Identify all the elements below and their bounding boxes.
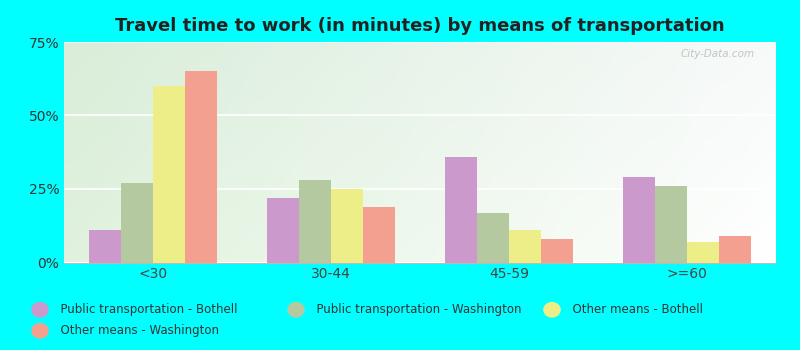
Title: Travel time to work (in minutes) by means of transportation: Travel time to work (in minutes) by mean… [115, 17, 725, 35]
Text: Public transportation - Bothell: Public transportation - Bothell [53, 303, 238, 316]
Bar [719, 236, 751, 262]
Bar [541, 239, 573, 262]
Bar [509, 230, 541, 262]
Bar [477, 212, 509, 262]
Bar [331, 189, 363, 262]
Bar [121, 183, 153, 262]
Bar [89, 230, 121, 262]
Bar [363, 206, 395, 262]
Text: Public transportation - Washington: Public transportation - Washington [309, 303, 522, 316]
Bar [655, 186, 687, 262]
Bar [153, 86, 185, 262]
Bar [299, 180, 331, 262]
Bar [185, 71, 217, 262]
Bar [687, 242, 719, 262]
Text: Other means - Bothell: Other means - Bothell [565, 303, 702, 316]
Text: City-Data.com: City-Data.com [681, 49, 754, 58]
Bar [445, 157, 477, 262]
Bar [623, 177, 655, 262]
Bar [267, 198, 299, 262]
Text: Other means - Washington: Other means - Washington [53, 324, 219, 337]
